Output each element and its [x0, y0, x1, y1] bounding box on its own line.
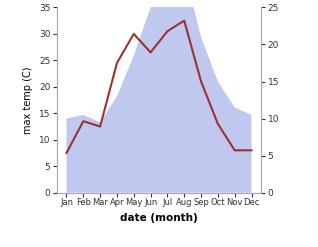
X-axis label: date (month): date (month) — [120, 213, 198, 223]
Y-axis label: max temp (C): max temp (C) — [23, 66, 33, 134]
